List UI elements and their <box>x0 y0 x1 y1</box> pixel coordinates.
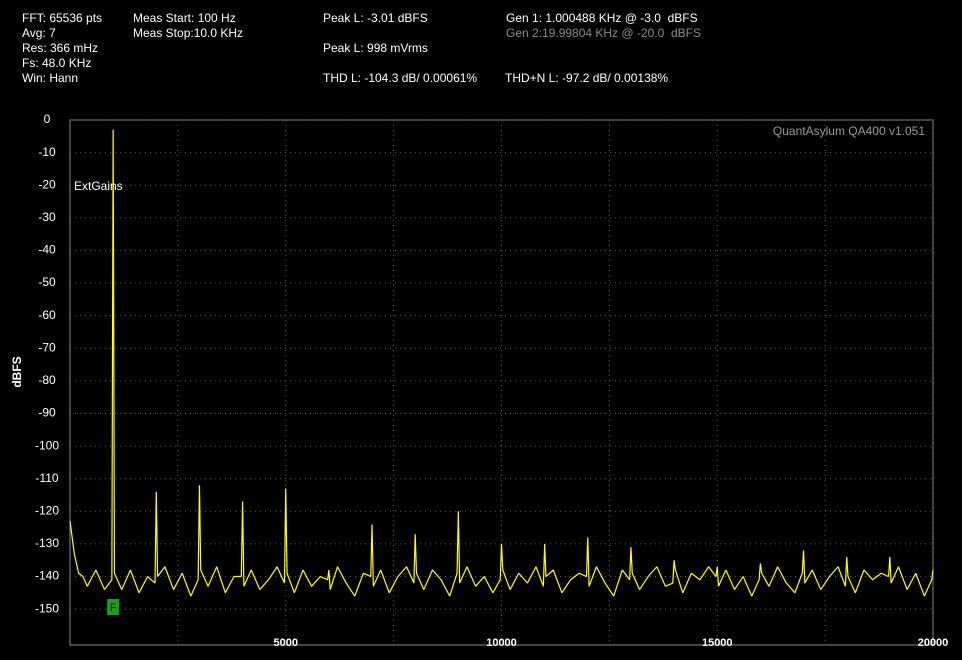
y-tick-label: -90 <box>38 406 56 420</box>
y-axis-label: dBFS <box>10 356 24 387</box>
y-tick-label: -80 <box>38 373 56 387</box>
readout-res: Res: 366 mHz <box>22 41 99 55</box>
x-tick-label: 20000 <box>918 637 949 649</box>
readout-win: Win: Hann <box>22 71 79 85</box>
marker-box <box>107 599 120 615</box>
y-tick-label: -120 <box>35 503 59 517</box>
readout-gen2: Gen 2:19.99804 KHz @ -20.0 dBFS <box>506 26 701 40</box>
readout-avg: Avg: 7 <box>22 26 56 40</box>
watermark: QuantAsylum QA400 v1.051 <box>773 124 925 138</box>
plot-frame <box>69 119 934 646</box>
readout-fft: FFT: 65536 pts <box>22 11 103 25</box>
y-tick-label: -40 <box>38 243 56 257</box>
readout-fs: Fs: 48.0 KHz <box>22 56 92 70</box>
spectrum-line <box>69 129 934 597</box>
y-tick-label: -110 <box>35 471 58 485</box>
y-tick-label: -150 <box>35 601 59 615</box>
readout-meas-stop: Meas Stop:10.0 KHz <box>133 26 244 40</box>
x-tick-label: 15000 <box>702 637 733 649</box>
y-tick-label: -50 <box>38 275 56 289</box>
readout-peak-vrms: Peak L: 998 mVrms <box>323 41 428 55</box>
readout-gen1: Gen 1: 1.000488 KHz @ -3.0 dBFS <box>506 11 698 25</box>
y-tick-label: 0 <box>44 112 51 126</box>
y-tick-label: -20 <box>38 177 56 191</box>
y-tick-label: -130 <box>35 536 59 550</box>
annotation: ExtGains <box>74 179 123 193</box>
y-tick-label: -60 <box>38 308 56 322</box>
readout-meas-start: Meas Start: 100 Hz <box>133 11 236 25</box>
readout-peak-dbfs: Peak L: -3.01 dBFS <box>323 11 428 25</box>
x-tick-label: 10000 <box>486 637 517 649</box>
y-tick-label: -30 <box>38 210 56 224</box>
readout-thdn: THD+N L: -97.2 dB/ 0.00138% <box>505 71 669 85</box>
y-tick-label: -140 <box>35 569 59 583</box>
readout-thd: THD L: -104.3 dB/ 0.00061% <box>323 71 478 85</box>
marker-label: F <box>110 602 117 614</box>
y-tick-label: -100 <box>35 438 59 452</box>
y-tick-label: -10 <box>38 145 56 159</box>
x-tick-label: 5000 <box>274 637 298 649</box>
y-tick-label: -70 <box>38 340 56 354</box>
